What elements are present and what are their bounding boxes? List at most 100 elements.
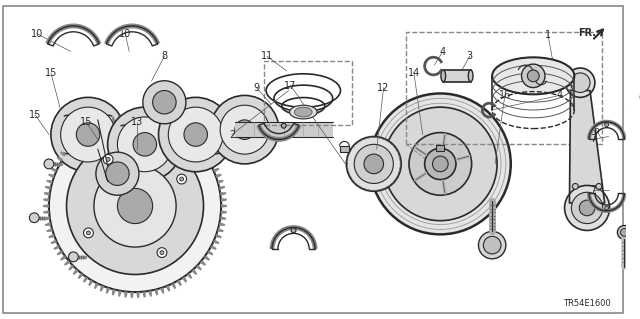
Circle shape (61, 107, 115, 162)
Polygon shape (219, 222, 225, 226)
Circle shape (282, 123, 286, 128)
Polygon shape (106, 287, 110, 294)
Circle shape (177, 174, 186, 184)
Circle shape (579, 200, 595, 216)
Circle shape (383, 107, 497, 221)
Polygon shape (44, 210, 49, 214)
Polygon shape (53, 245, 60, 250)
Polygon shape (60, 255, 67, 261)
Circle shape (94, 165, 176, 247)
Circle shape (370, 93, 511, 234)
Circle shape (605, 206, 609, 210)
Polygon shape (44, 192, 50, 196)
Polygon shape (154, 289, 158, 295)
Polygon shape (191, 269, 197, 275)
Polygon shape (46, 228, 52, 232)
Polygon shape (218, 228, 224, 232)
Bar (436, 145, 444, 151)
Polygon shape (77, 133, 83, 139)
Circle shape (44, 159, 54, 169)
Circle shape (106, 162, 129, 185)
Text: 15: 15 (29, 110, 42, 120)
Circle shape (409, 133, 472, 195)
Ellipse shape (492, 57, 574, 94)
Text: TR54E1600: TR54E1600 (563, 299, 611, 308)
Ellipse shape (468, 70, 473, 82)
Polygon shape (210, 245, 217, 250)
Polygon shape (200, 260, 206, 266)
Circle shape (570, 73, 590, 93)
Text: 10: 10 (31, 29, 44, 39)
Polygon shape (64, 260, 70, 266)
Polygon shape (130, 292, 134, 298)
Circle shape (596, 183, 602, 189)
Circle shape (566, 68, 595, 97)
Circle shape (68, 252, 78, 262)
Polygon shape (200, 146, 206, 152)
Polygon shape (124, 291, 128, 298)
Text: 12: 12 (378, 83, 390, 93)
Polygon shape (88, 280, 93, 286)
Circle shape (220, 105, 269, 154)
Circle shape (364, 154, 383, 174)
Ellipse shape (290, 105, 317, 119)
Circle shape (49, 120, 221, 292)
Polygon shape (204, 255, 210, 261)
Polygon shape (136, 114, 140, 120)
Circle shape (605, 123, 609, 127)
Text: 8: 8 (161, 51, 168, 61)
Circle shape (160, 251, 164, 255)
Polygon shape (68, 264, 74, 271)
Polygon shape (112, 289, 116, 295)
Polygon shape (171, 123, 176, 130)
Bar (340, 146, 349, 152)
Bar (264, 61, 352, 125)
Polygon shape (221, 210, 227, 214)
Circle shape (117, 117, 172, 172)
Polygon shape (204, 151, 210, 157)
Polygon shape (166, 285, 170, 292)
Polygon shape (98, 120, 108, 182)
Polygon shape (218, 180, 224, 184)
Polygon shape (51, 168, 57, 173)
Polygon shape (166, 120, 170, 127)
Polygon shape (83, 276, 88, 283)
Text: 17: 17 (284, 81, 297, 91)
Polygon shape (73, 269, 79, 275)
Text: 7: 7 (590, 134, 596, 145)
Polygon shape (64, 146, 70, 152)
Text: 11: 11 (261, 51, 273, 61)
Circle shape (354, 144, 394, 183)
Polygon shape (215, 174, 222, 178)
Text: 13: 13 (131, 117, 143, 127)
Polygon shape (48, 234, 55, 238)
Polygon shape (56, 250, 63, 256)
Polygon shape (160, 287, 164, 294)
Ellipse shape (294, 107, 312, 117)
Ellipse shape (441, 70, 445, 82)
Polygon shape (207, 156, 214, 162)
Circle shape (211, 95, 279, 164)
Text: 7: 7 (590, 185, 596, 195)
Polygon shape (118, 115, 122, 122)
Polygon shape (45, 186, 51, 190)
Text: 4: 4 (557, 90, 563, 100)
Polygon shape (45, 222, 51, 226)
Circle shape (67, 137, 204, 274)
Circle shape (133, 133, 157, 156)
Circle shape (618, 226, 631, 239)
Circle shape (479, 231, 506, 259)
Polygon shape (148, 290, 152, 297)
Bar (406, 32, 602, 144)
Polygon shape (182, 276, 188, 283)
Polygon shape (213, 239, 220, 244)
Polygon shape (112, 116, 116, 123)
Circle shape (346, 137, 401, 191)
Polygon shape (136, 292, 140, 298)
Polygon shape (94, 283, 99, 289)
Polygon shape (118, 290, 122, 297)
Polygon shape (235, 122, 333, 137)
Polygon shape (213, 168, 220, 173)
Circle shape (433, 156, 448, 172)
Polygon shape (191, 137, 197, 143)
